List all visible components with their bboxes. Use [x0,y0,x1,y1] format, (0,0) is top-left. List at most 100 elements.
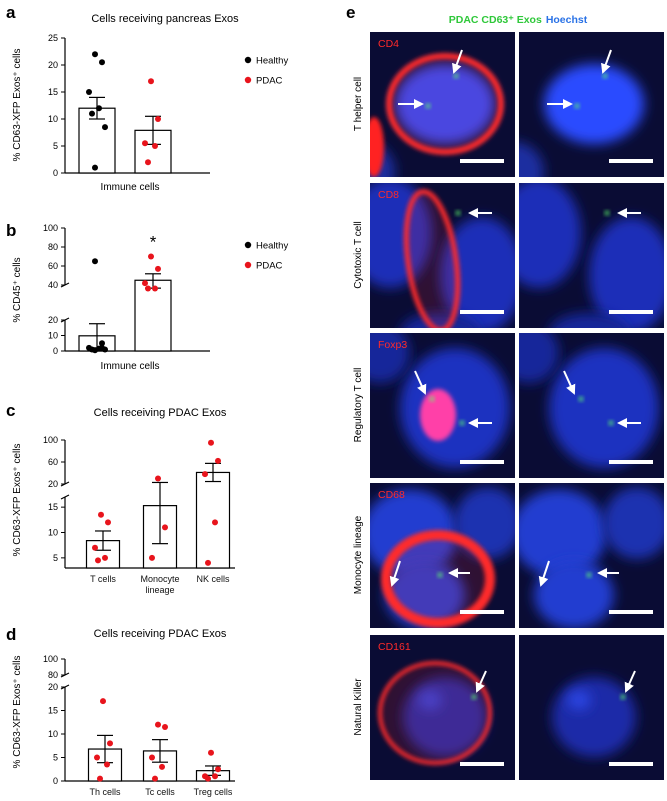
legend-marker [244,261,252,269]
data-point [152,143,158,149]
y-axis-label: % CD63-XFP Exos⁺ cells [12,444,23,557]
row-label: Natural Killer [353,678,364,736]
chart-title: Cells receiving PDAC Exos [94,628,227,640]
data-point [148,253,154,260]
scale-bar [609,310,653,314]
micrograph [519,183,664,328]
exosome-signal [471,694,477,700]
data-point [98,511,104,518]
y-tick-label: 10 [48,114,58,124]
data-point [92,51,98,58]
significance-annotation: * [150,233,157,252]
panel-label: b [6,221,16,240]
x-axis-label: Immune cells [101,182,160,193]
exosome-signal [620,694,626,700]
row-label: T helper cell [353,77,364,131]
nucleus [519,142,544,177]
legend-marker [244,56,252,64]
panel-label: e [346,3,355,22]
y-tick-label: 10 [48,729,58,739]
x-tick-label: Th cells [89,787,121,797]
data-point [148,78,154,85]
arrow [452,49,463,74]
micrograph: CD8 [370,183,515,328]
data-point [142,140,148,147]
y-tick-label: 0 [53,346,58,356]
data-point [152,285,158,292]
micrograph: Foxp3 [370,333,515,478]
marker-label: CD4 [378,38,399,50]
legend-label: Healthy [256,56,288,67]
arrow [563,370,576,395]
arrow [538,560,550,587]
data-point [212,519,218,526]
exosome-signal [578,396,584,402]
micrograph: CD161 [370,635,515,780]
arrow [601,49,612,74]
scale-bar [460,460,504,464]
nucleus [552,677,636,757]
data-point [92,258,98,265]
exosome-signal [604,210,610,216]
data-point [159,763,165,770]
data-point [102,124,108,131]
y-tick-label: 60 [48,457,58,467]
nucleus [519,333,559,383]
exosome-signal [459,420,465,426]
y-tick-label: 5 [53,753,58,763]
nucleus [603,487,664,559]
data-point [202,471,208,478]
data-point [215,457,221,464]
marker-stain [370,117,384,177]
y-tick-label: 10 [48,528,58,538]
micrograph: CD4 [370,32,515,177]
data-point [162,723,168,730]
scale-bar [460,762,504,766]
nucleus [549,348,659,468]
y-tick-label: 0 [53,168,58,178]
arrow [389,560,401,587]
y-tick-label: 20 [48,315,58,325]
x-tick-label: Treg cells [193,787,233,797]
y-tick-label: 20 [48,479,58,489]
data-point [212,773,218,780]
micrograph: CD68 [370,483,515,628]
exosome-signal [608,420,614,426]
legend-label: PDAC [256,261,283,272]
data-point [215,766,221,773]
y-tick-label: 100 [43,435,58,445]
legend-label: PDAC [256,76,283,87]
y-tick-label: 100 [43,223,58,233]
y-tick-label: 0 [53,776,58,786]
arrow [475,670,487,693]
data-point [208,749,214,756]
micrograph-content [370,32,515,177]
exosome-signal [586,572,592,578]
data-point [142,280,148,287]
arrow [624,670,636,693]
micrograph-content [519,183,664,328]
data-point [205,775,211,782]
y-tick-label: 20 [48,60,58,70]
legend-marker [244,241,252,249]
micrograph [519,333,664,478]
legend-label: Healthy [256,241,288,252]
exosome-signal [429,396,435,402]
data-point [162,524,168,531]
micrograph [519,32,664,177]
x-tick-label: T cells [90,574,116,584]
marker-label: CD68 [378,489,405,501]
data-point [97,775,103,782]
y-tick-label: 15 [48,502,58,512]
x-tick-label: Tc cells [145,787,175,797]
row-label: Cytotoxic T cell [353,221,364,288]
micrograph-content [519,483,664,628]
micrograph-content [370,183,515,328]
exosome-signal [425,103,431,109]
exosome-signal [602,73,608,79]
nucleus [370,333,410,383]
nucleus [544,64,644,144]
row-label: Monocyte lineage [353,515,364,594]
data-point [155,721,161,728]
micrograph-content [370,333,515,478]
